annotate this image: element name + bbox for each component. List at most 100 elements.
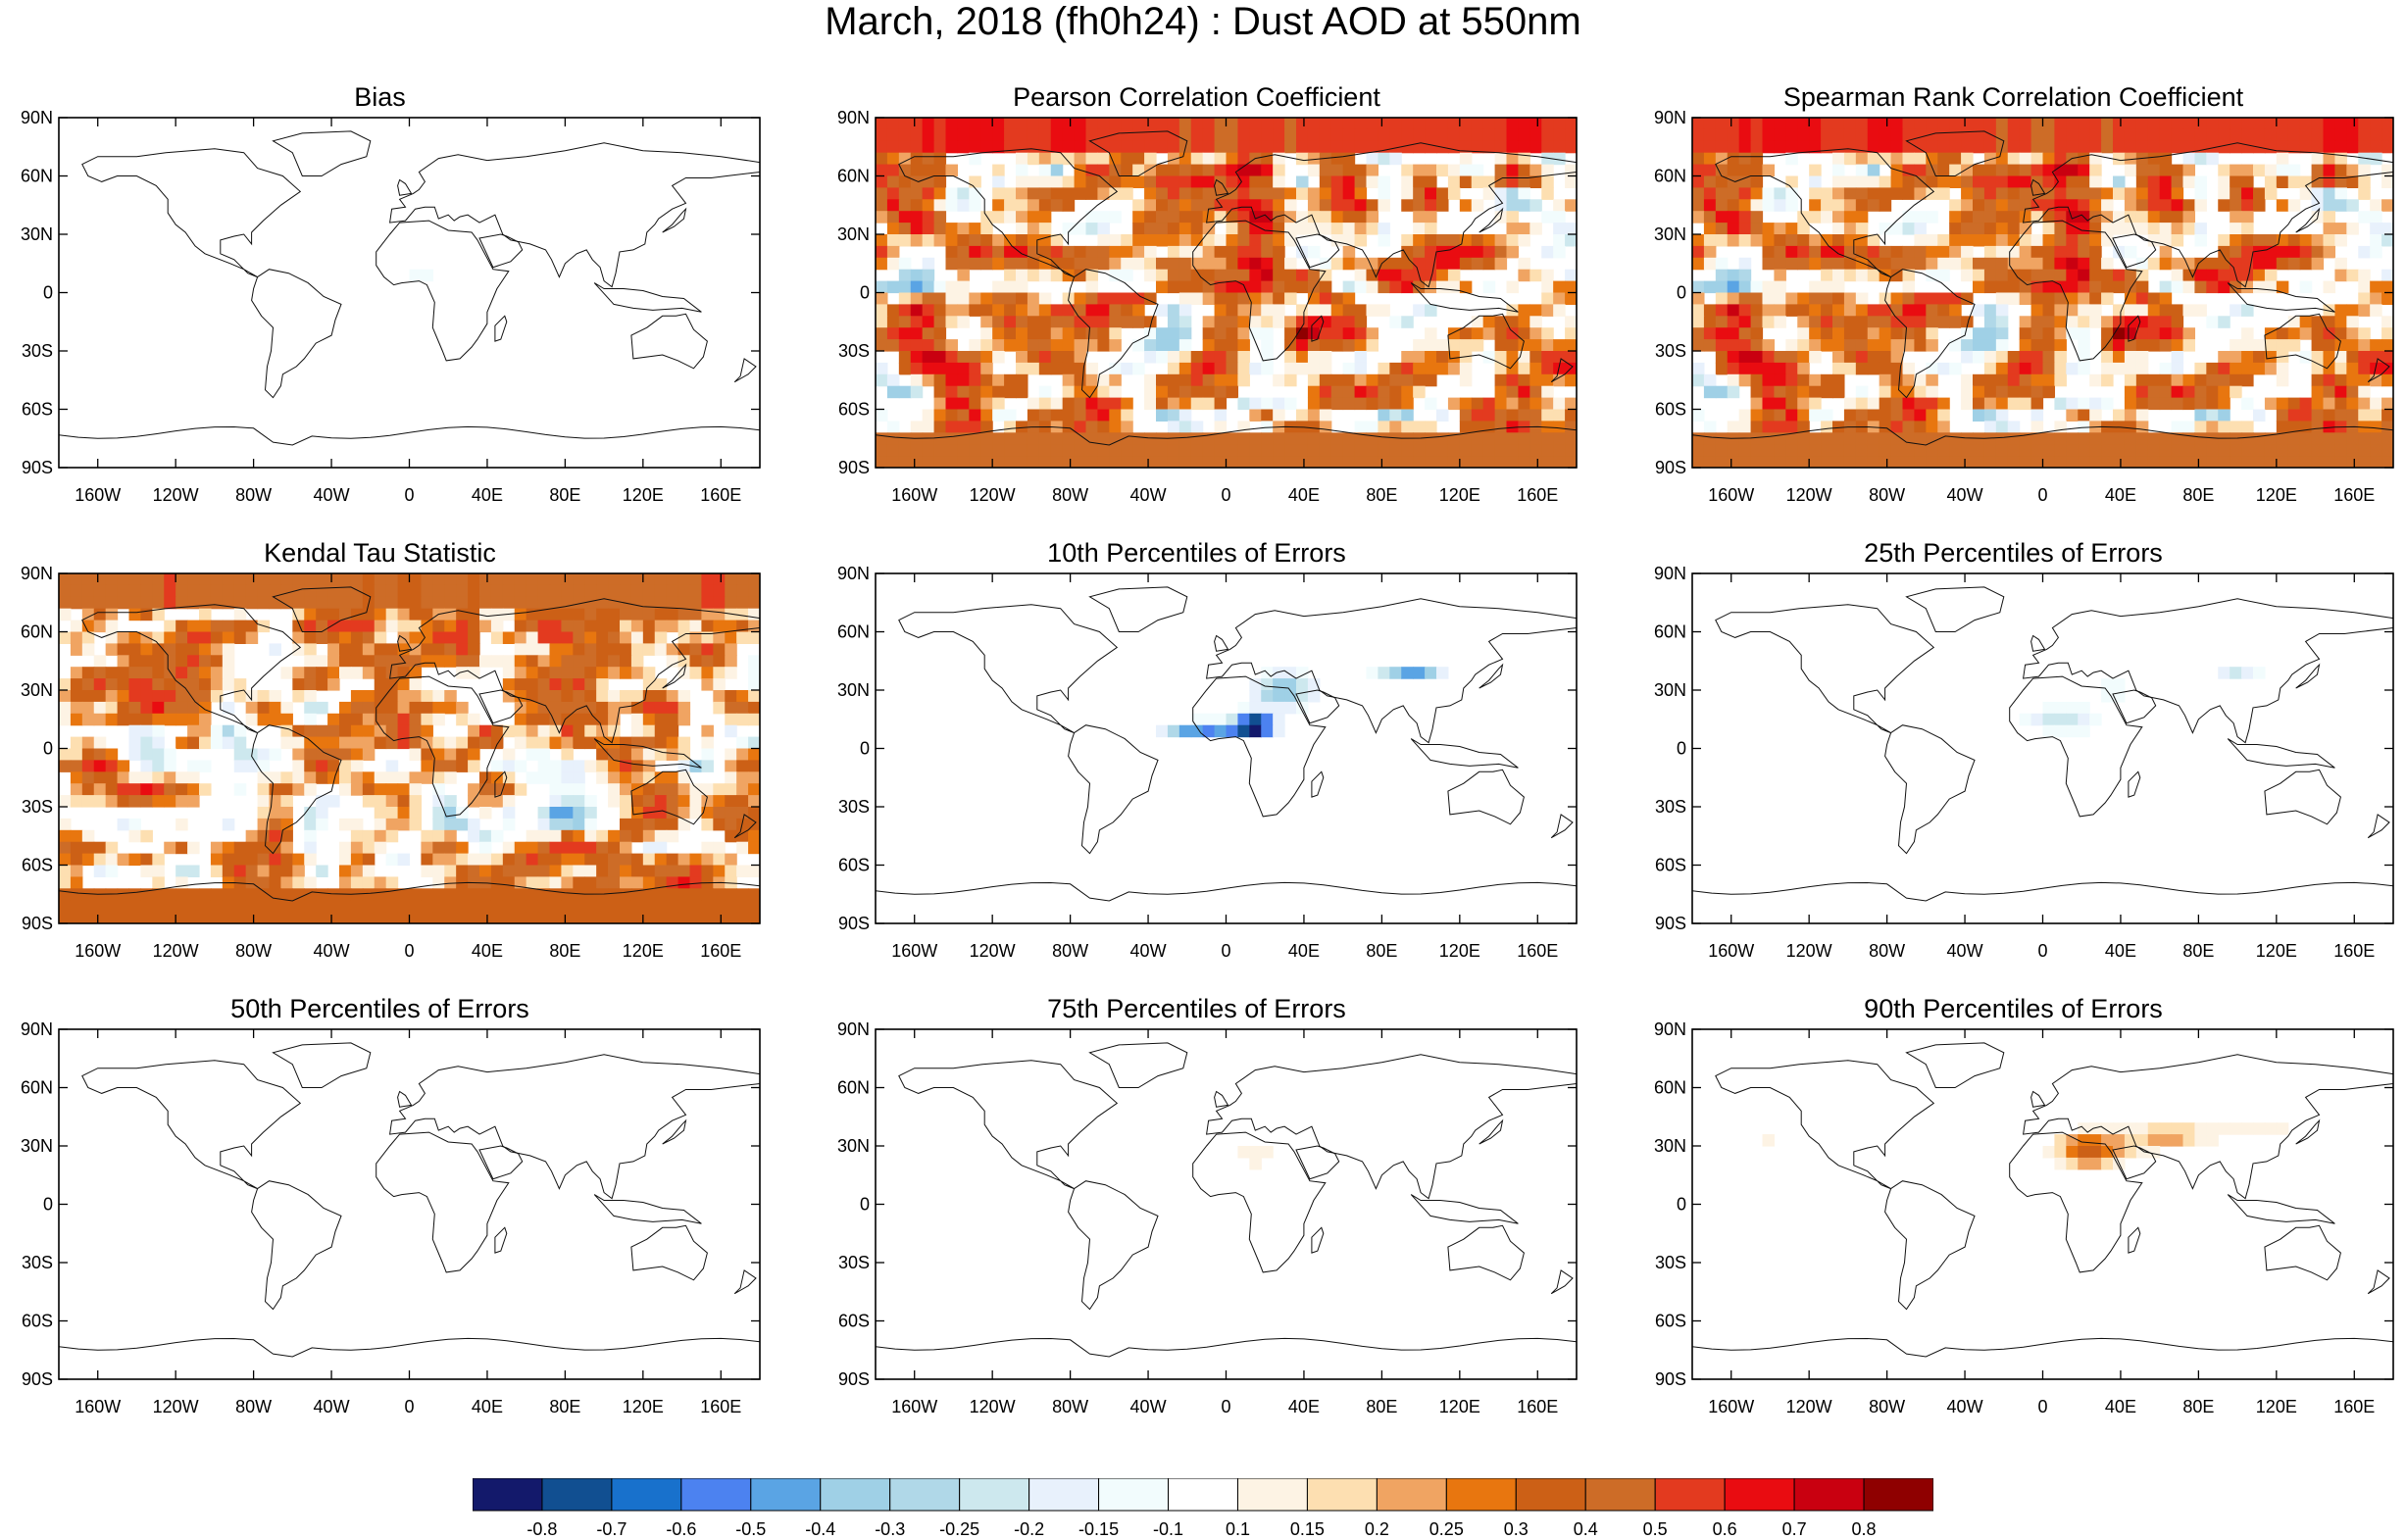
data-field xyxy=(1762,1122,2289,1170)
lon-tick-label: 160E xyxy=(700,941,741,961)
lat-tick-label: 90S xyxy=(838,914,870,933)
lon-tick-label: 40E xyxy=(1288,1397,1320,1416)
lon-tick-label: 80W xyxy=(235,485,272,505)
lon-tick-label: 120W xyxy=(153,941,199,961)
coastlines xyxy=(59,130,760,446)
lon-tick-label: 40W xyxy=(1130,941,1167,961)
map-plot: 90N 60N 30N 0 30S 60S 90S 160W 120W 80W 40W 0 40E 80E… xyxy=(21,564,761,961)
lat-tick-label: 60N xyxy=(21,167,53,186)
data-field xyxy=(1692,118,2393,468)
lat-tick-label: 90S xyxy=(1655,1369,1686,1389)
lon-tick-label: 40E xyxy=(2105,1397,2136,1416)
panel-title: Bias xyxy=(354,82,406,112)
lon-tick-label: 120E xyxy=(623,485,664,505)
colorbar-swatch xyxy=(1724,1478,1795,1512)
plot-frame xyxy=(875,572,1578,924)
lat-tick-label: 0 xyxy=(1677,1195,1686,1215)
colorbar-label: -0.1 xyxy=(1153,1519,1183,1539)
colorbar-label: -0.2 xyxy=(1014,1519,1044,1539)
map-plot: 90N 60N 30N 0 30S 60S 90S 160W 120W 80W 40W 0 40E 80E… xyxy=(1654,564,2394,961)
lon-tick-label: 40W xyxy=(314,485,350,505)
lon-tick-label: 160W xyxy=(891,485,937,505)
coastlines xyxy=(59,586,760,902)
lon-tick-label: 120E xyxy=(1439,1397,1480,1416)
lon-tick-label: 160E xyxy=(700,485,741,505)
colorbar-swatch xyxy=(1584,1478,1656,1512)
lon-tick-label: 160W xyxy=(1708,485,1754,505)
lon-tick-label: 40W xyxy=(314,941,350,961)
colorbar-label: 0.8 xyxy=(1852,1519,1877,1539)
lon-tick-label: 120W xyxy=(153,485,199,505)
data-field xyxy=(1156,667,1449,738)
coastlines xyxy=(1692,1042,2393,1358)
lat-tick-label: 90N xyxy=(21,564,53,583)
lon-tick-label: 40W xyxy=(1130,1397,1167,1416)
lat-tick-label: 30S xyxy=(22,1253,53,1272)
plot-frame xyxy=(1691,1028,2394,1380)
lon-tick-label: 40E xyxy=(472,485,503,505)
lat-tick-label: 0 xyxy=(43,739,53,759)
lon-tick-label: 0 xyxy=(404,1397,414,1416)
coastlines xyxy=(876,1042,1577,1358)
lat-tick-label: 90N xyxy=(21,108,53,127)
lat-tick-label: 30N xyxy=(1654,224,1686,244)
lon-tick-label: 40W xyxy=(314,1397,350,1416)
colorbar-swatch xyxy=(541,1478,613,1512)
lon-tick-label: 160W xyxy=(75,485,121,505)
lat-tick-label: 60S xyxy=(838,1312,870,1331)
lat-tick-label: 60S xyxy=(1655,400,1686,420)
lat-tick-label: 90S xyxy=(22,914,53,933)
lat-tick-label: 30S xyxy=(1655,1253,1686,1272)
map-panel: 25th Percentiles of Errors 90N 60N 30N 0 30S 6… xyxy=(1633,538,2394,961)
colorbar-swatch xyxy=(750,1478,822,1512)
lon-tick-label: 160W xyxy=(1708,941,1754,961)
lat-tick-label: 90N xyxy=(1654,108,1686,127)
lon-tick-label: 40E xyxy=(2105,941,2136,961)
lon-tick-label: 120E xyxy=(1439,485,1480,505)
colorbar-label: -0.25 xyxy=(939,1519,979,1539)
lat-tick-label: 0 xyxy=(1677,739,1686,759)
lat-tick-label: 30N xyxy=(21,224,53,244)
lon-tick-label: 0 xyxy=(2037,941,2047,961)
lon-tick-label: 0 xyxy=(1221,941,1230,961)
lon-tick-label: 120E xyxy=(623,1397,664,1416)
lon-tick-label: 40E xyxy=(2105,485,2136,505)
colorbar-label: -0.4 xyxy=(805,1519,835,1539)
lat-tick-label: 90S xyxy=(22,458,53,477)
coastlines xyxy=(1692,130,2393,446)
lon-tick-label: 80E xyxy=(2182,485,2214,505)
map-plot: 90N 60N 30N 0 30S 60S 90S 160W 120W 80W 40W 0 40E 80E… xyxy=(1654,1019,2394,1416)
map-plot: 90N 60N 30N 0 30S 60S 90S 160W 120W 80W 40W 0 40E 80E… xyxy=(837,564,1578,961)
lon-tick-label: 160W xyxy=(891,1397,937,1416)
lon-tick-label: 120E xyxy=(1439,941,1480,961)
lon-tick-label: 40W xyxy=(1947,485,1983,505)
data-field xyxy=(876,118,1577,468)
lon-tick-label: 40W xyxy=(1947,1397,1983,1416)
plot-frame xyxy=(58,117,761,469)
panel-title: Spearman Rank Correlation Coefficient xyxy=(1782,82,2244,112)
panel-title: 25th Percentiles of Errors xyxy=(1864,538,2163,568)
lon-tick-label: 80W xyxy=(1052,485,1088,505)
colorbar-swatch xyxy=(1793,1478,1865,1512)
colorbar-swatch xyxy=(1515,1478,1586,1512)
lat-tick-label: 30N xyxy=(837,680,870,700)
lat-tick-label: 90N xyxy=(837,108,870,127)
lon-tick-label: 160W xyxy=(75,1397,121,1416)
lat-tick-label: 60S xyxy=(22,856,53,875)
lon-tick-label: 0 xyxy=(1221,1397,1230,1416)
lon-tick-label: 160E xyxy=(1517,485,1558,505)
colorbar-label: -0.7 xyxy=(596,1519,627,1539)
plot-frame xyxy=(875,1028,1578,1380)
lon-tick-label: 40E xyxy=(472,941,503,961)
lon-tick-label: 0 xyxy=(2037,1397,2047,1416)
lat-tick-label: 60N xyxy=(837,1078,870,1098)
map-panel: Spearman Rank Correlation Coefficient 90N… xyxy=(1633,82,2394,505)
lat-tick-label: 30S xyxy=(1655,797,1686,817)
lon-tick-label: 120E xyxy=(2256,1397,2297,1416)
colorbar-label: 0.3 xyxy=(1504,1519,1529,1539)
lat-tick-label: 0 xyxy=(43,283,53,303)
lat-tick-label: 60N xyxy=(21,1078,53,1098)
plot-frame xyxy=(58,1028,761,1380)
colorbar-label: 0.6 xyxy=(1713,1519,1737,1539)
lon-tick-label: 80E xyxy=(2182,941,2214,961)
